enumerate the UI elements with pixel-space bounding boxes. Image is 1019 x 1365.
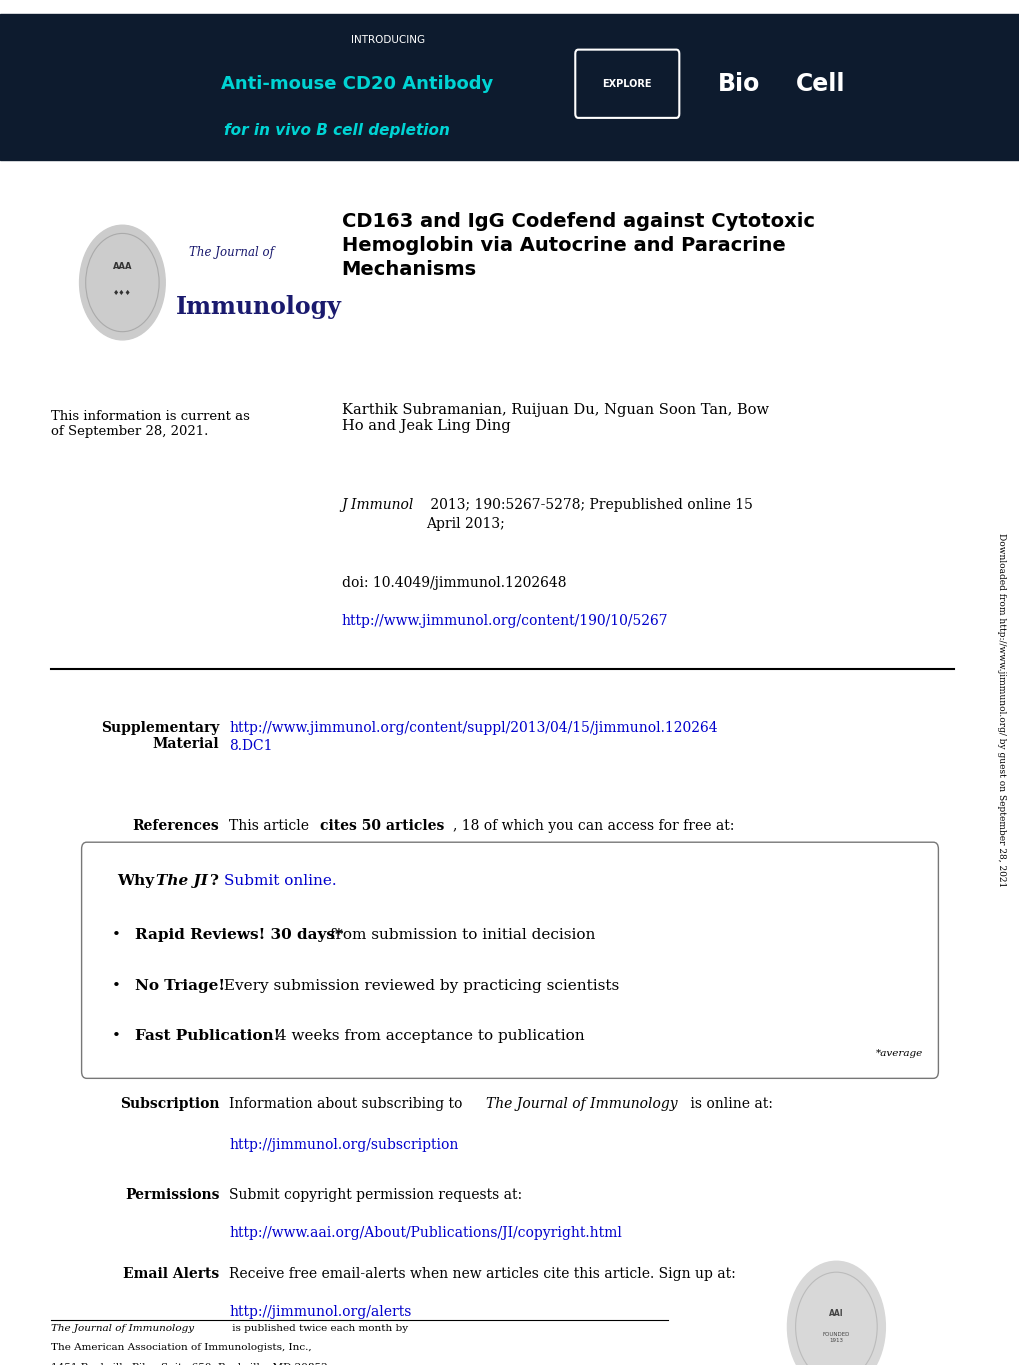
- Text: Why: Why: [117, 874, 160, 887]
- Text: 4 weeks from acceptance to publication: 4 weeks from acceptance to publication: [272, 1029, 584, 1043]
- Text: The JI: The JI: [156, 874, 208, 887]
- Text: This article: This article: [229, 819, 314, 833]
- Text: Fast Publication!: Fast Publication!: [135, 1029, 279, 1043]
- Text: Anti-mouse CD20 Antibody: Anti-mouse CD20 Antibody: [221, 75, 492, 93]
- Text: Bio: Bio: [717, 72, 760, 96]
- Text: The American Association of Immunologists, Inc.,: The American Association of Immunologist…: [51, 1343, 312, 1353]
- Text: http://www.jimmunol.org/content/190/10/5267: http://www.jimmunol.org/content/190/10/5…: [341, 614, 667, 628]
- Text: Cell: Cell: [796, 72, 845, 96]
- Text: http://www.aai.org/About/Publications/JI/copyright.html: http://www.aai.org/About/Publications/JI…: [229, 1226, 622, 1239]
- Text: *average: *average: [875, 1048, 922, 1058]
- Text: for in vivo B cell depletion: for in vivo B cell depletion: [223, 123, 449, 138]
- Text: Every submission reviewed by practicing scientists: Every submission reviewed by practicing …: [219, 979, 619, 992]
- Text: 1451 Rockville Pike, Suite 650, Rockville, MD 20852: 1451 Rockville Pike, Suite 650, Rockvill…: [51, 1362, 327, 1365]
- Text: Receive free email-alerts when new articles cite this article. Sign up at:: Receive free email-alerts when new artic…: [229, 1267, 736, 1280]
- Circle shape: [79, 225, 165, 340]
- Text: CD163 and IgG Codefend against Cytotoxic
Hemoglobin via Autocrine and Paracrine
: CD163 and IgG Codefend against Cytotoxic…: [341, 212, 814, 278]
- Text: 2013; 190:5267-5278; Prepublished online 15
April 2013;: 2013; 190:5267-5278; Prepublished online…: [426, 498, 752, 531]
- Circle shape: [787, 1261, 884, 1365]
- Text: Permissions: Permissions: [124, 1188, 219, 1201]
- Text: This information is current as
of September 28, 2021.: This information is current as of Septem…: [51, 410, 250, 438]
- Text: References: References: [132, 819, 219, 833]
- Text: Karthik Subramanian, Ruijuan Du, Nguan Soon Tan, Bow
Ho and Jeak Ling Ding: Karthik Subramanian, Ruijuan Du, Nguan S…: [341, 403, 768, 433]
- Text: INTRODUCING: INTRODUCING: [351, 35, 424, 45]
- Text: AAI: AAI: [828, 1309, 843, 1317]
- Text: http://jimmunol.org/alerts: http://jimmunol.org/alerts: [229, 1305, 412, 1319]
- Text: Submit copyright permission requests at:: Submit copyright permission requests at:: [229, 1188, 522, 1201]
- Text: is published twice each month by: is published twice each month by: [229, 1324, 409, 1334]
- Text: cites 50 articles: cites 50 articles: [320, 819, 444, 833]
- Text: doi: 10.4049/jimmunol.1202648: doi: 10.4049/jimmunol.1202648: [341, 576, 566, 590]
- Text: Information about subscribing to: Information about subscribing to: [229, 1097, 467, 1111]
- Text: EXPLORE: EXPLORE: [602, 79, 651, 89]
- Text: http://www.jimmunol.org/content/suppl/2013/04/15/jimmunol.120264
8.DC1: http://www.jimmunol.org/content/suppl/20…: [229, 721, 717, 752]
- Bar: [0, 14, 1019, 160]
- Text: ♦♦♦: ♦♦♦: [113, 291, 131, 296]
- Text: No Triage!: No Triage!: [135, 979, 224, 992]
- Text: J Immunol: J Immunol: [341, 498, 414, 512]
- Text: http://jimmunol.org/subscription: http://jimmunol.org/subscription: [229, 1138, 459, 1152]
- Text: The Journal of Immunology: The Journal of Immunology: [485, 1097, 677, 1111]
- Text: , 18 of which you can access for free at:: , 18 of which you can access for free at…: [452, 819, 734, 833]
- Text: Immunology: Immunology: [175, 295, 341, 319]
- Text: Email Alerts: Email Alerts: [123, 1267, 219, 1280]
- FancyBboxPatch shape: [575, 49, 679, 117]
- Text: is online at:: is online at:: [686, 1097, 772, 1111]
- Text: ?: ?: [210, 874, 224, 887]
- Text: from submission to initial decision: from submission to initial decision: [325, 928, 595, 942]
- Text: Supplementary
Material: Supplementary Material: [101, 721, 219, 751]
- Text: Downloaded from http://www.jimmunol.org/ by guest on September 28, 2021: Downloaded from http://www.jimmunol.org/…: [997, 532, 1005, 887]
- Text: FOUNDED
1913: FOUNDED 1913: [822, 1332, 849, 1343]
- Text: AAA: AAA: [112, 262, 132, 270]
- Text: •: •: [112, 1029, 121, 1043]
- Text: The Journal of: The Journal of: [189, 246, 273, 259]
- Text: http://www.jimmunol.org/content/190/10/5267.full#ref-list-1: http://www.jimmunol.org/content/190/10/5…: [229, 864, 654, 878]
- Text: •: •: [112, 928, 121, 942]
- Text: Subscription: Subscription: [119, 1097, 219, 1111]
- Text: The Journal of Immunology: The Journal of Immunology: [51, 1324, 194, 1334]
- FancyBboxPatch shape: [82, 842, 937, 1078]
- Text: Rapid Reviews! 30 days*: Rapid Reviews! 30 days*: [135, 928, 342, 942]
- Text: Submit online.: Submit online.: [224, 874, 336, 887]
- Text: •: •: [112, 979, 121, 992]
